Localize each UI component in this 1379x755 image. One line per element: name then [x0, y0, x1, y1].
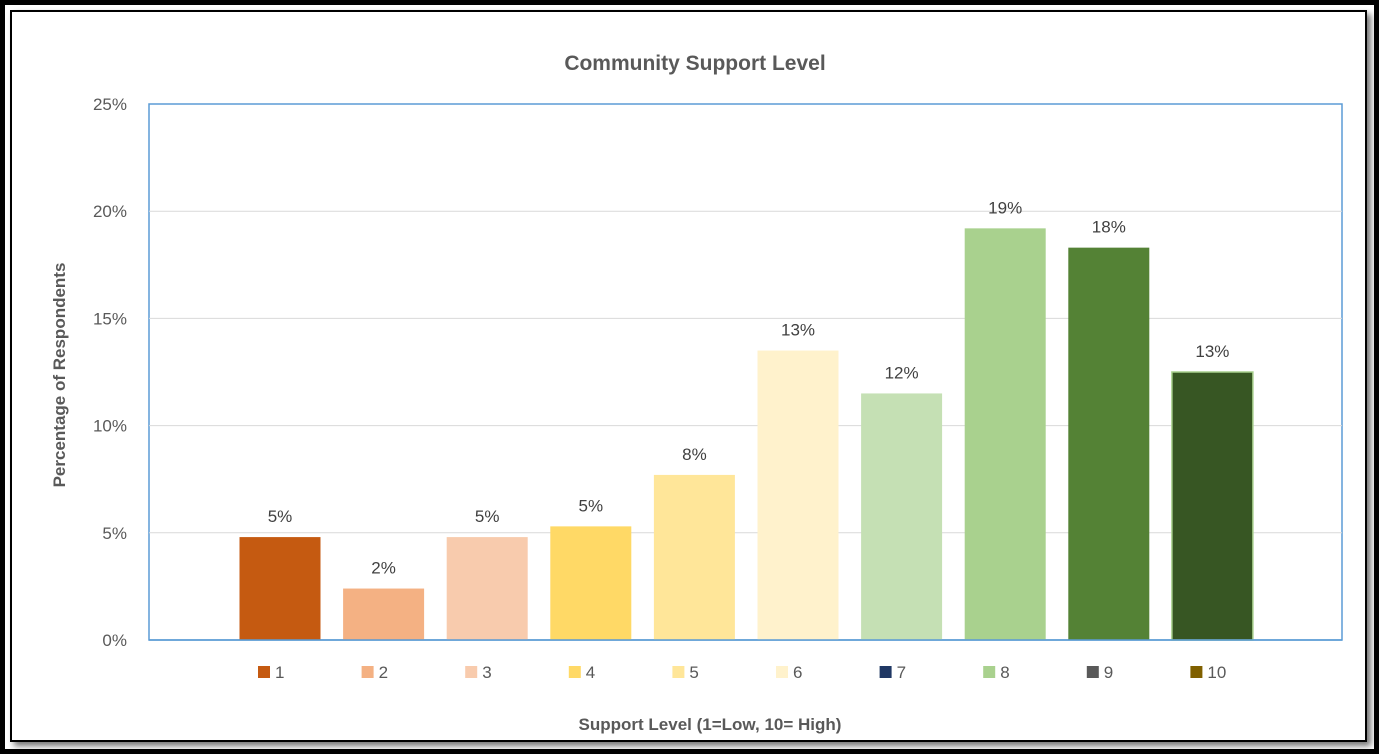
bar-10: [1171, 371, 1254, 641]
data-label-8: 19%: [988, 198, 1022, 217]
legend-label-3: 3: [482, 663, 491, 682]
y-tick-label: 10%: [93, 417, 127, 436]
chart-area: Community Support Level 0% 5% 10% 15% 20% 25%…: [10, 10, 1367, 742]
data-label-4: 5%: [579, 496, 604, 515]
legend: 1 2 3 4 5 6 7 8 9 10: [258, 663, 1226, 682]
legend-label-4: 4: [586, 663, 595, 682]
y-tick-label: 0%: [102, 631, 127, 650]
legend-swatch-1: [258, 666, 270, 678]
data-label-6: 13%: [781, 321, 815, 340]
legend-swatch-10: [1190, 666, 1203, 678]
bar-7: [861, 393, 943, 640]
legend-label-8: 8: [1000, 663, 1009, 682]
data-label-9: 18%: [1092, 218, 1126, 237]
plot-area: [148, 103, 1343, 641]
legend-swatch-9: [1086, 666, 1099, 678]
legend-label-7: 7: [897, 663, 906, 682]
legend-swatch-6: [776, 666, 788, 678]
y-tick-label: 15%: [93, 309, 127, 328]
legend-label-6: 6: [793, 663, 802, 682]
legend-swatch-7: [879, 666, 892, 678]
bar-8: [964, 228, 1046, 641]
x-axis-title: Support Level (1=Low, 10= High): [579, 715, 842, 734]
legend-label-1: 1: [275, 663, 284, 682]
legend-swatch-4: [568, 666, 581, 678]
bar-9: [1068, 247, 1150, 640]
data-label-10: 13%: [1195, 342, 1229, 361]
bar-4: [550, 526, 632, 640]
legend-swatch-2: [361, 666, 374, 678]
bar-chart: Community Support Level 0%5%10%15%20%25%…: [50, 52, 1343, 734]
legend-label-10: 10: [1207, 663, 1226, 682]
legend-label-2: 2: [379, 663, 388, 682]
bar-6: [757, 350, 839, 640]
y-axis-title: Percentage of Respondents: [50, 263, 69, 488]
legend-swatch-5: [672, 666, 685, 678]
y-axis-ticks: 0% 5% 10% 15% 20% 25%: [93, 95, 127, 650]
data-label-2: 2%: [371, 559, 396, 578]
legend-swatch-8: [983, 666, 996, 678]
bar-2: [343, 588, 425, 640]
data-label-7: 12%: [885, 363, 919, 382]
y-tick-label: 25%: [93, 95, 127, 114]
data-label-5: 8%: [682, 445, 707, 464]
data-label-3: 5%: [475, 507, 500, 526]
data-labels: 5% 2% 5% 5% 8% 13% 12% 19% 18% 13%: [268, 198, 1230, 577]
legend-swatch-3: [465, 666, 478, 678]
chart-title: Community Support Level: [564, 52, 825, 75]
legend-label-9: 9: [1104, 663, 1113, 682]
bar-5: [653, 474, 735, 640]
y-tick-label: 20%: [93, 202, 127, 221]
y-tick-label: 5%: [102, 524, 127, 543]
bars: [149, 228, 1342, 641]
legend-label-5: 5: [689, 663, 698, 682]
data-label-1: 5%: [268, 507, 293, 526]
bar-1: [239, 537, 321, 640]
bar-3: [446, 537, 528, 640]
